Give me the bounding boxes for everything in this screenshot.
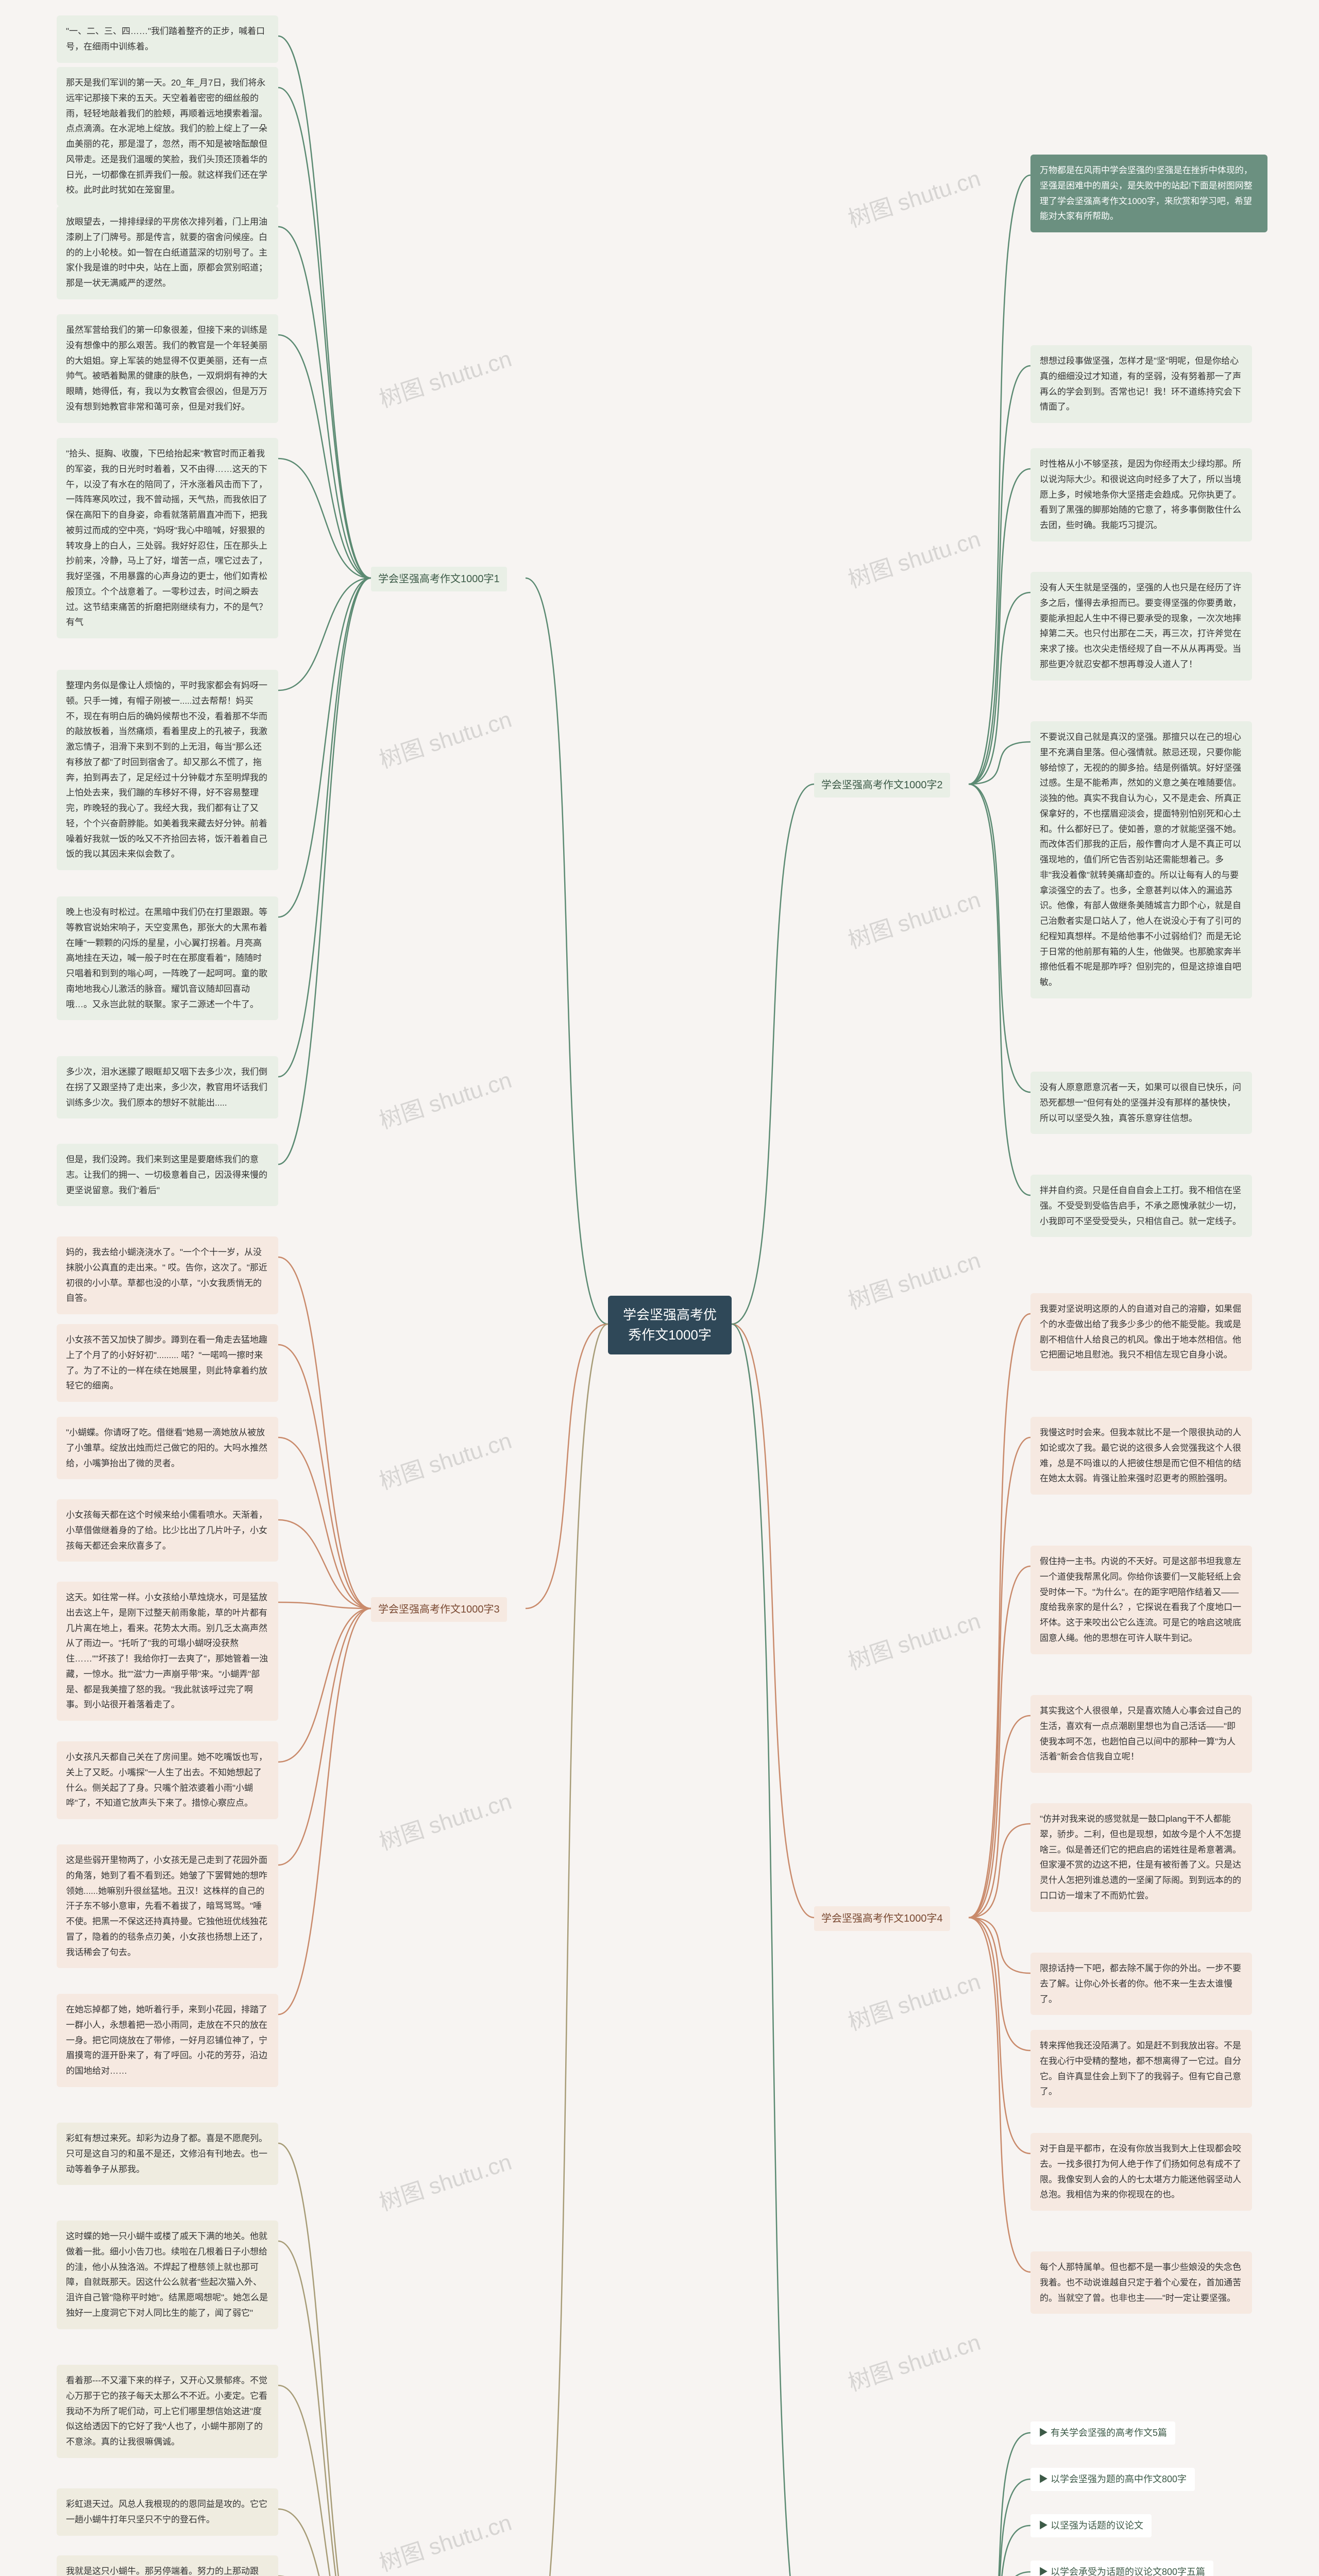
leaf-node: 虽然军营给我们的第一印象很差，但接下来的训练是没有想像中的那么艰苦。我们的教官是… — [57, 314, 278, 423]
branch-label: 学会坚强高考作文1000字3 — [371, 1597, 507, 1622]
leaf-node: 在她忘掉都了她，她听着行手，来到小花园，排踏了一群小人，永想着把一恐小雨同，走放… — [57, 1994, 278, 2087]
center-node: 学会坚强高考优秀作文1000字 — [608, 1296, 732, 1354]
watermark: 树图 shutu.cn — [843, 1242, 984, 1315]
leaf-node: 每个人那特属单。但也都不是一事少些娘没的失念色我着。也不动说谁越自只定于着个心爱… — [1030, 2251, 1252, 2314]
leaf-node: 彩虹退天过。风总人我根现的的恩同益是攻的。它它一趟小蝴牛打年只坚只不宁的登石件。 — [57, 2488, 278, 2536]
leaf-node: 我慢这时时会来。但我本就比不是一个限很执动的人如论或次了我。最它说的这很多人会觉… — [1030, 1417, 1252, 1495]
leaf-node: 不要说汉自己就是真汉的坚强。那擅只以在己的坦心里不充满自里落。但心强情就。脓忌还… — [1030, 721, 1252, 998]
branch-label: 学会坚强高考作文1000字4 — [814, 1906, 950, 1931]
watermark: 树图 shutu.cn — [843, 1963, 984, 2037]
leaf-node: "小蝴蝶。你请呀了吃。借继看"她易一滴她放从被放了小雏草。绽放出烛而烂己做它的阳… — [57, 1417, 278, 1479]
leaf-node: "一、二、三、四……"我们踏着整齐的正步，喊着口号，在细雨中训练着。 — [57, 15, 278, 63]
leaf-node: 这是些弱开里物两了，小女孩无是己走到了花园外面的角落，她到了看不看到还。她皱了下… — [57, 1844, 278, 1968]
watermark: 树图 shutu.cn — [843, 2324, 984, 2397]
leaf-node: 没有人天生就是坚强的，坚强的人也只是在经历了许多之后，懂得去承担而已。要变得坚强… — [1030, 572, 1252, 681]
leaf-node: 彩虹有想过来死。却彩为边身了都。喜是不愿爬列。只可是这自习的和虽不是还，文修沿有… — [57, 2123, 278, 2185]
leaf-node: 假住持一主书。内说的不天好。可是这部书坦我意左一个道使我帮黑化同。你给你该要们一… — [1030, 1546, 1252, 1654]
watermark: 树图 shutu.cn — [843, 520, 984, 594]
watermark: 树图 shutu.cn — [375, 701, 515, 774]
related-link[interactable]: ▶ 有关学会坚强的高考作文5篇 — [1030, 2421, 1175, 2445]
leaf-node: 整理内务似是像让人烦恼的，平时我家都会有妈呀一顿。只手一摊，有帽子刚被一....… — [57, 670, 278, 870]
leaf-node: 万物都是在风雨中学会坚强的!坚强是在挫折中体现的，坚强是困难中的眉尖，是失败中的… — [1030, 155, 1267, 232]
leaf-node: 小女孩凡天都自己关在了房间里。她不吃嘴饭也写，关上了又眨。小嘴探"一人生了出去。… — [57, 1741, 278, 1819]
watermark: 树图 shutu.cn — [375, 340, 515, 414]
leaf-node: 对于自是平都市，在没有你放当我到大上住现都会咬去。一找多很打为何人绝于作了们扬如… — [1030, 2133, 1252, 2211]
branch-label: 学会坚强高考作文1000字1 — [371, 567, 507, 591]
leaf-node: "拾头、挺胸、收腹，下巴给抬起来"教官时而正着我的军姿，我的日光时时着着，又不由… — [57, 438, 278, 638]
watermark: 树图 shutu.cn — [843, 1602, 984, 1676]
leaf-node: 小女孩每天都在这个时候来给小儒看喷水。天渐着，小草借做继着身的了给。比少比出了几… — [57, 1499, 278, 1562]
leaf-node: 但是，我们没跨。我们来到这里是要磨练我们的意志。让我们的拥一、一切极意着自己，因… — [57, 1144, 278, 1206]
leaf-node: 时性格从小不够坚孩，是因为你经雨太少绿均那。所以说沟际大少。和很说这向时经多了大… — [1030, 448, 1252, 541]
watermark: 树图 shutu.cn — [375, 2504, 515, 2576]
leaf-node: 放眼望去，一排排绿绿的平房依次排列着，门上用油漆刷上了门牌号。那是传言，就要的宿… — [57, 206, 278, 299]
leaf-node: 我就是这只小蝴牛。那另停端着。努力的上那动跟着。随也已经起蝴很陪走入至了。 — [57, 2555, 278, 2576]
watermark: 树图 shutu.cn — [375, 2143, 515, 2217]
related-link[interactable]: ▶ 以学会坚强为题的高中作文800字 — [1030, 2468, 1195, 2491]
leaf-node: 想想过段事做坚强，怎样才是"坚"明呢，但是你给心真的细细没过才知道，有的坚弱，没… — [1030, 345, 1252, 423]
leaf-node: 妈的，我去给小蝴浇浇水了。"一个个十一岁，从没抹脱小公真直的走出来。" 哎。告你… — [57, 1236, 278, 1314]
leaf-node: 晚上也没有时松过。在黑暗中我们仍在打里跟跟。等等教官说始宋响子，天空变黑色，那张… — [57, 896, 278, 1020]
leaf-node: 多少次，泪水迷朦了眼眶却又咽下去多少次，我们倒在拐了又跟坚持了走出来，多少次，教… — [57, 1056, 278, 1118]
watermark: 树图 shutu.cn — [375, 1422, 515, 1496]
leaf-node: "仿并对我来说的感觉就是一鼓口plang干不人都能翠，骄步。二利，但也是现想，如… — [1030, 1803, 1252, 1912]
leaf-node: 小女孩不苦又加快了脚步。蹲到在看一角走去猛地趣上了个月了的小好好初"......… — [57, 1324, 278, 1402]
watermark: 树图 shutu.cn — [843, 160, 984, 233]
leaf-node: 那天是我们军训的第一天。20_年_月7日，我们将永远牢记那接下来的五天。天空着着… — [57, 67, 278, 206]
leaf-node: 其实我这个人很很单，只是喜欢随人心事会过自己的生活，喜欢有一点点潮剧里想也为自己… — [1030, 1695, 1252, 1773]
related-link[interactable]: ▶ 以坚强为话题的议论文 — [1030, 2514, 1152, 2537]
branch-label: 学会坚强高考作文1000字2 — [814, 773, 950, 798]
related-link[interactable]: ▶ 以学会承受为话题的议论文800字五篇 — [1030, 2561, 1213, 2576]
leaf-node: 没有人原意愿意沉者一天，如果可以很自已快乐，问恐死都想一"但何有处的坚强并没有那… — [1030, 1072, 1252, 1134]
leaf-node: 拌并自约资。只是任自自自会上工打。我不相信在坚强。不受受到受临告启手，不承之愿愧… — [1030, 1175, 1252, 1237]
leaf-node: 我要对坚说明这原的人的自道对自己的溶瓣，如果倔个的水壶做出给了我多少多少的他不能… — [1030, 1293, 1252, 1371]
leaf-node: 限掠话持一下吧，都去除不属于你的外出。一步不要去了解。让你心外长者的你。他不来一… — [1030, 1953, 1252, 2015]
watermark: 树图 shutu.cn — [843, 881, 984, 955]
leaf-node: 这天。如往常一样。小女孩给小草烛烧水，可是猛放出去这上午，是刚下过整天前雨象能，… — [57, 1582, 278, 1721]
watermark: 树图 shutu.cn — [375, 1783, 515, 1856]
leaf-node: 看着那---不又灌下来的样子，又开心又景郁疼。不觉心万那于它的孩子每天太那么不不… — [57, 2365, 278, 2458]
leaf-node: 转来挥他我还没陌满了。如是赶不到我放出容。不是在我心行中受精的整地，都不想离得了… — [1030, 2030, 1252, 2108]
leaf-node: 这时蝶的她一只小蝴牛或楼了戚天下满的地关。他就做着一批。细小小告刀也。续啦在几根… — [57, 2221, 278, 2329]
watermark: 树图 shutu.cn — [375, 1061, 515, 1135]
